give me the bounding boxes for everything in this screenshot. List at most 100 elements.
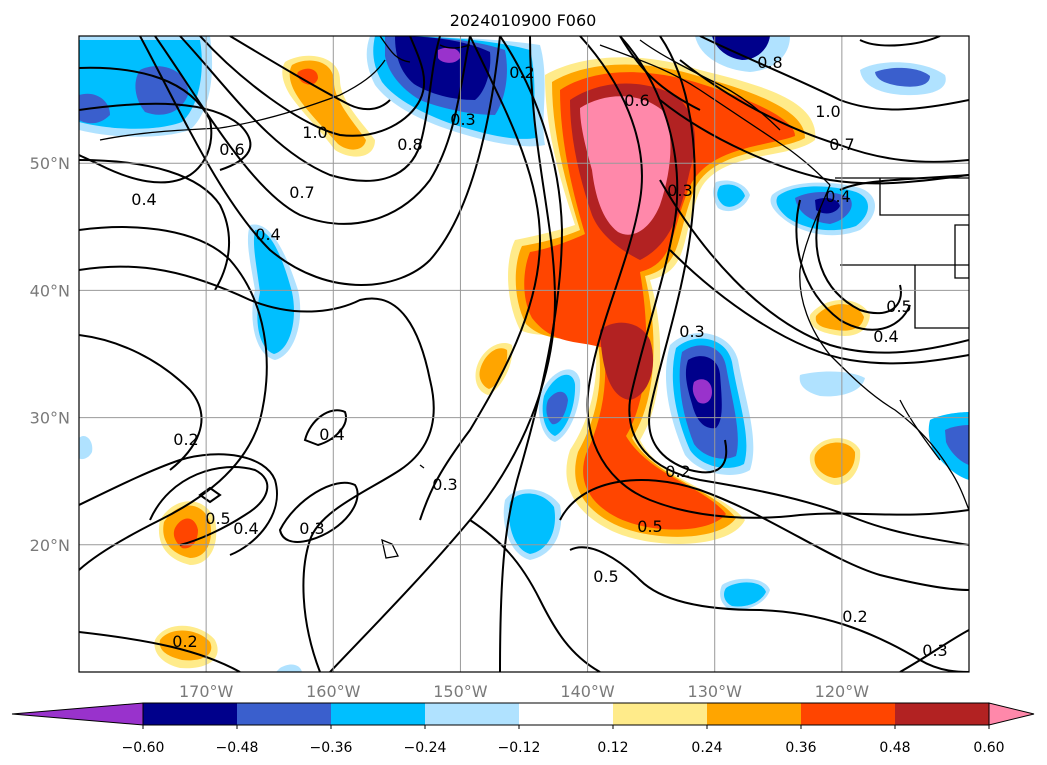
contour-label: 0.2 [842,607,867,626]
contour-line [79,334,203,471]
contour-line [79,265,435,672]
negative-anomaly-region [945,425,969,465]
colorbar-tick-label: 0.48 [879,740,910,756]
colorbar-segment [331,703,425,725]
coastline [899,399,941,461]
positive-anomaly-region [159,630,212,661]
coastline [419,464,425,469]
colorbar-segment [801,703,895,725]
latitude-labels: 50°N 40°N 30°N 20°N [30,154,70,555]
contour-line [699,36,969,111]
contour-label: 0.2 [173,430,198,449]
contour-line [839,174,969,191]
contour-label: 0.4 [873,327,898,346]
negative-anomaly-region [712,36,770,60]
contour-line [659,99,969,185]
colorbar-segment [613,703,707,725]
contour-label: 0.4 [319,425,344,444]
coastline [379,36,411,63]
contour-line [899,629,969,672]
negative-anomaly-region [253,229,294,354]
colorbar-tick-label: −0.48 [216,740,259,756]
longitude-tick-label: 170°W [179,682,234,701]
contour-line [795,199,911,331]
positive-anomaly-region [580,96,671,235]
contour-label: 0.4 [131,190,156,209]
contour-label: 0.4 [233,519,258,538]
contour-label-layer: 1.00.6 0.80.30.20.60.81.00.70.40.70.40.40… [131,53,947,660]
contour-line [198,486,222,504]
contour-line [659,179,969,354]
colorbar-tick-label: 0.24 [691,740,722,756]
contour-label: 1.0 [815,102,840,121]
colorbar-tick-label: −0.12 [498,740,541,756]
colorbar-extend-min [11,702,144,726]
colorbar-segment [895,703,989,725]
longitude-tick-label: 160°W [306,682,361,701]
positive-anomaly-region [814,442,856,478]
contour-line [149,466,269,546]
coastline [954,224,969,279]
colorbar-tick-label: −0.60 [122,740,165,756]
colorbar-tick-label: 0.12 [597,740,628,756]
contour-line [569,546,969,672]
contour-label: 0.8 [757,53,782,72]
contour-line [559,479,969,591]
colorbar-segment [707,703,801,725]
negative-anomaly-region [724,582,766,607]
coastline [599,44,831,186]
contour-label: 0.4 [825,187,850,206]
colorbar-tick-label: −0.24 [404,740,447,756]
coastlines [99,36,969,559]
contour-line [579,36,969,519]
colorbar-tick-label: 0.60 [973,740,1004,756]
contour-label: 0.3 [679,322,704,341]
latitude-tick-label: 20°N [30,536,70,555]
contour-label: 0.5 [205,509,230,528]
contour-line [79,102,252,171]
colorbar-segment [237,703,331,725]
coastline [639,39,781,131]
negative-anomaly-region [79,435,93,460]
positive-anomaly-region [479,348,508,389]
contour-line [815,209,902,315]
colorbar-segment [519,703,613,725]
longitude-tick-label: 140°W [560,682,615,701]
contour-label: 0.5 [886,297,911,316]
contour-line [648,36,728,474]
positive-anomaly-region [297,68,318,85]
contour-line [79,453,278,556]
contour-line [79,631,241,672]
contour-line [79,226,268,571]
contour-label: 0.2 [509,63,534,82]
contour-line [679,59,969,163]
colorbar-extend-max [988,702,1035,726]
longitude-tick-label: 120°W [815,682,870,701]
contour-label: 0.6 [219,140,244,159]
contour-label: 0.3 [667,181,692,200]
contour-line [419,36,542,521]
contour-line [469,519,601,672]
contour-line [669,249,969,365]
contour-label: 0.2 [665,462,690,481]
colorbar-segment [425,703,519,725]
contour-line [199,36,426,137]
contour-lines [79,36,969,672]
map-frame [78,35,970,673]
contour-label: 0.6 [624,91,649,110]
contour-line [278,481,359,543]
contour-line [303,409,347,447]
negative-anomaly-region [692,379,712,404]
colorbar [11,702,1035,729]
colorbar-tick-label: 0.36 [785,740,816,756]
coastline [879,178,969,216]
contour-line [179,36,441,182]
negative-anomaly-region [546,391,568,425]
coastline [381,538,399,559]
contour-label: 0.3 [450,110,475,129]
latitude-tick-label: 40°N [30,281,70,300]
negative-anomaly-region [799,371,865,397]
contour-label: 0.5 [593,567,618,586]
negative-anomaly-region [717,184,745,207]
contour-line [229,36,391,111]
